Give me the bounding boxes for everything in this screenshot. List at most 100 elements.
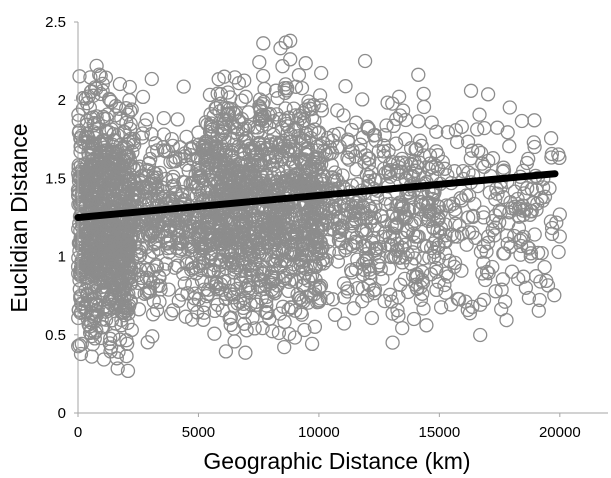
data-point	[324, 158, 339, 173]
data-point	[268, 253, 283, 269]
data-point	[84, 243, 100, 258]
data-point	[120, 363, 136, 379]
data-point	[358, 206, 373, 221]
data-point	[231, 175, 246, 191]
data-point	[223, 310, 239, 325]
data-point	[499, 312, 514, 328]
data-point	[250, 233, 265, 248]
data-point	[106, 228, 122, 243]
x-tick-label: 0	[74, 424, 82, 441]
data-point	[380, 95, 395, 110]
data-point	[180, 286, 195, 301]
data-point	[429, 124, 444, 139]
x-tick-label: 20000	[539, 424, 581, 441]
data-point	[84, 315, 99, 330]
data-point	[443, 297, 459, 312]
data-point	[327, 307, 343, 322]
data-point	[72, 273, 87, 288]
data-point	[521, 241, 537, 256]
data-point	[503, 239, 518, 254]
data-point	[551, 244, 566, 260]
data-point	[338, 79, 353, 94]
data-point	[250, 268, 265, 283]
data-point	[287, 303, 303, 318]
data-point	[293, 169, 308, 185]
data-point	[258, 305, 273, 320]
data-point	[276, 141, 291, 156]
data-point	[248, 140, 263, 156]
data-point	[311, 126, 326, 141]
data-point	[308, 162, 324, 177]
data-point	[460, 302, 475, 318]
data-point	[138, 184, 153, 199]
data-point	[100, 107, 115, 122]
data-point	[346, 208, 362, 223]
data-point	[440, 125, 456, 140]
data-point	[300, 147, 315, 163]
data-point	[368, 133, 383, 148]
data-point	[236, 151, 251, 166]
y-tick-label: 1.5	[45, 170, 66, 187]
data-point	[125, 187, 140, 203]
data-point	[268, 271, 283, 287]
data-point	[552, 229, 567, 244]
data-point	[163, 240, 178, 255]
data-point	[256, 36, 271, 51]
data-point	[148, 136, 163, 151]
data-point	[304, 336, 320, 352]
data-point	[537, 259, 552, 275]
data-point	[350, 280, 365, 296]
data-point	[527, 113, 542, 128]
data-point	[376, 229, 391, 245]
data-point	[341, 152, 357, 167]
data-point	[389, 198, 404, 213]
data-point	[504, 264, 520, 279]
data-point	[337, 210, 352, 225]
data-point	[371, 143, 386, 159]
data-point	[150, 278, 166, 293]
data-point	[446, 196, 461, 211]
data-point	[357, 53, 373, 69]
data-point	[89, 58, 104, 74]
data-point	[451, 292, 467, 307]
data-point	[294, 293, 309, 308]
data-point	[488, 220, 503, 235]
data-point	[479, 244, 494, 259]
data-point	[519, 155, 535, 171]
data-point	[80, 129, 95, 145]
data-point	[145, 307, 161, 322]
data-point	[170, 112, 185, 127]
data-point	[223, 90, 238, 105]
data-point	[278, 77, 293, 92]
data-point	[247, 252, 263, 268]
data-point	[149, 259, 165, 274]
data-point	[83, 70, 98, 85]
data-point	[502, 100, 517, 115]
data-point	[146, 173, 162, 188]
data-point	[270, 90, 285, 106]
data-point	[145, 144, 160, 160]
data-point	[533, 274, 548, 289]
data-point	[471, 143, 486, 158]
data-point	[321, 244, 337, 259]
data-point	[275, 272, 290, 288]
data-point	[376, 144, 391, 159]
data-point	[101, 91, 117, 107]
data-point	[294, 307, 309, 322]
data-point	[104, 313, 120, 328]
data-point	[146, 275, 161, 290]
data-point	[325, 292, 340, 307]
data-point	[523, 249, 538, 264]
data-point	[135, 89, 151, 105]
data-point	[462, 306, 478, 321]
data-point	[238, 89, 253, 104]
data-point	[122, 152, 137, 167]
data-point	[307, 319, 323, 334]
data-point	[326, 174, 341, 189]
data-point	[433, 221, 449, 236]
data-point	[490, 120, 505, 135]
data-point	[485, 222, 500, 238]
data-point	[526, 195, 541, 211]
data-point	[304, 217, 319, 233]
data-point	[408, 270, 424, 285]
